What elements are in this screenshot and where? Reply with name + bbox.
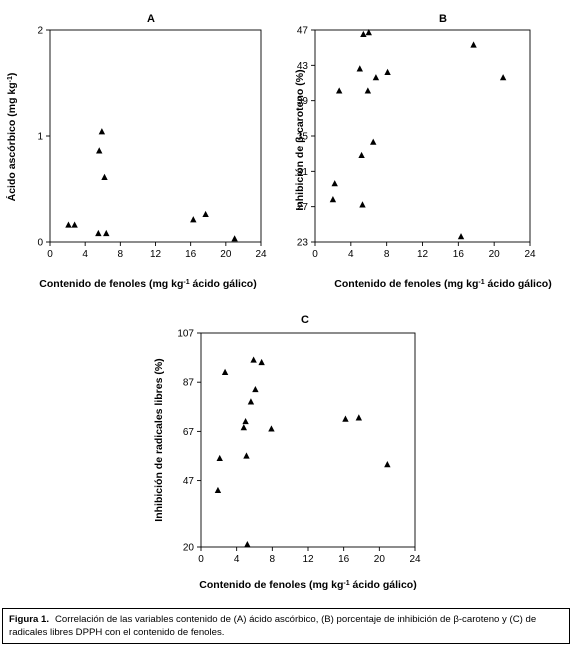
data-point [364,87,372,94]
y-tick-label: 35 [297,132,309,143]
plot-frame [49,29,262,243]
data-point [247,398,255,405]
data-point [342,415,349,422]
data-point [96,147,103,154]
data-point [216,454,223,462]
x-tick-label: 16 [185,249,197,260]
data-point [258,358,265,366]
data-point [360,30,367,38]
panel-title: A [147,13,155,25]
x-tick-label: 0 [47,249,53,260]
data-point [250,356,257,363]
data-point [71,221,78,228]
data-point [190,216,197,223]
data-point [268,425,275,432]
plot-frame [314,29,531,243]
y-tick-label: 47 [297,26,309,37]
y-tick-label: 0 [37,238,43,249]
x-tick-label: 20 [220,249,232,260]
data-point [221,368,229,375]
x-tick-label: 8 [270,554,276,565]
y-tick-label: 1 [37,132,43,143]
data-point [103,229,110,237]
x-tick-label: 16 [338,554,350,565]
plot-frame [200,332,416,548]
data-point [358,151,365,159]
y-tick-label: 20 [183,543,195,554]
x-tick-label: 16 [453,249,465,260]
data-point [101,173,108,180]
data-point [384,68,391,75]
figure-caption: Figura 1. Correlación de las variables co… [2,608,570,644]
y-tick-label: 23 [297,238,309,249]
x-tick-label: 8 [118,249,124,260]
data-point [356,65,363,72]
caption-text: Correlación de las variables contenido d… [9,614,537,638]
x-tick-label: 8 [384,249,390,260]
y-axis-label: Inhibición de β-caroteno (%) [294,69,306,210]
data-point [214,486,222,494]
data-point [243,452,250,459]
data-point [252,385,259,393]
data-point [95,229,102,237]
caption-label: Figura 1. [9,614,49,625]
data-point [331,180,338,187]
y-axis-label: Inhibición de radicales libres (%) [153,358,165,521]
data-point [335,87,343,94]
data-point [231,235,238,242]
y-axis-label: Ácido ascórbico (mg kg-1) [5,73,18,202]
x-tick-label: 4 [234,554,240,565]
x-axis-label: Contenido de fenoles (mg kg-1 ácido gáli… [39,278,256,290]
data-point [240,424,247,431]
data-point [370,138,377,145]
y-tick-label: 47 [183,476,195,487]
y-tick-label: 27 [297,202,309,213]
data-point [457,233,465,240]
data-point [244,540,251,548]
data-point [372,74,380,81]
x-tick-label: 4 [82,249,88,260]
chart-panel-b: B 0 4 8 12 16 20 24 23 27 31 35 39 43 47 Contenido de f… [294,13,552,290]
x-tick-label: 4 [348,249,354,260]
y-tick-label: 87 [183,378,195,389]
x-tick-label: 24 [409,554,421,565]
x-tick-label: 20 [489,249,501,260]
x-tick-label: 12 [302,554,314,565]
x-tick-label: 0 [312,249,318,260]
data-point [470,41,477,48]
panel-title: C [301,314,309,326]
data-point [242,417,249,425]
x-tick-label: 0 [198,554,204,565]
x-tick-label: 12 [417,249,429,260]
x-tick-label: 24 [524,249,536,260]
data-point [98,128,106,135]
data-point [65,221,72,228]
y-tick-label: 31 [297,167,309,178]
data-point [355,414,363,421]
data-point [359,201,366,208]
x-axis-label: Contenido de fenoles (mg kg-1 ácido gáli… [334,278,551,290]
panel-title: B [439,13,447,25]
x-tick-label: 20 [374,554,386,565]
y-tick-label: 2 [37,26,43,37]
x-axis-label: Contenido de fenoles (mg kg-1 ácido gáli… [199,579,416,591]
x-tick-label: 24 [255,249,267,260]
chart-panel-c: C 0 4 8 12 16 20 24 20 47 67 87 107 Contenido de feno… [153,314,421,591]
y-tick-label: 39 [297,96,309,107]
y-tick-label: 67 [183,427,195,438]
data-point [202,210,209,218]
y-tick-label: 43 [297,61,309,72]
data-point [499,74,507,81]
data-point [384,460,391,468]
y-tick-label: 107 [177,329,194,340]
data-point [329,196,337,203]
data-point [365,29,372,36]
x-tick-label: 12 [150,249,162,260]
